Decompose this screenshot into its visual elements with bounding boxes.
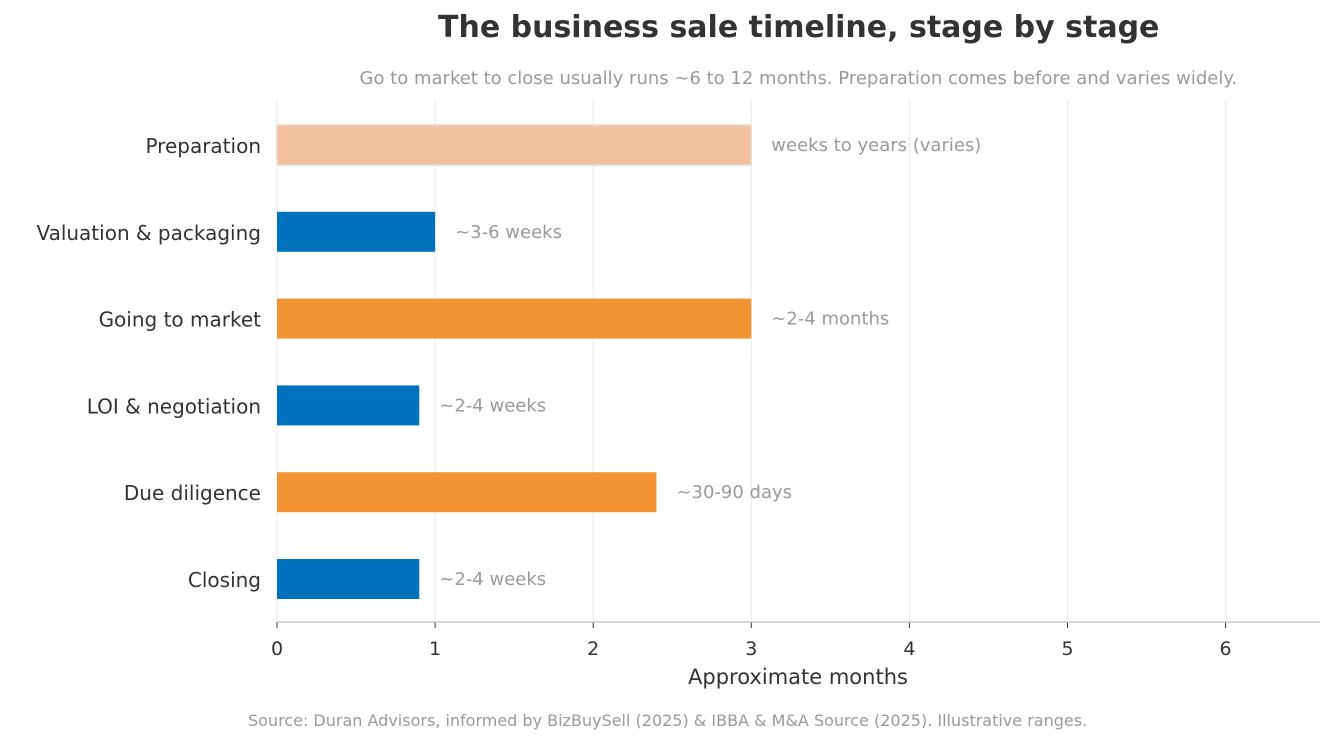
- x-tick-label: 6: [1220, 638, 1232, 660]
- bar: [276, 124, 753, 166]
- chart-title: The business sale timeline, stage by sta…: [438, 10, 1160, 45]
- bars: [276, 124, 753, 599]
- bar-value-label: ~3-6 weeks: [455, 222, 562, 243]
- bar: [277, 559, 420, 599]
- bar-value-label: ~2-4 weeks: [439, 569, 546, 590]
- x-tick-label: 1: [429, 638, 441, 660]
- bar-value-label: ~2-4 months: [771, 309, 889, 330]
- bar-value-label: weeks to years (varies): [771, 135, 981, 156]
- chart-source: Source: Duran Advisors, informed by BizB…: [248, 711, 1088, 730]
- x-tick-label: 0: [271, 638, 283, 660]
- bar: [277, 385, 420, 426]
- bar: [277, 472, 657, 513]
- bar: [277, 211, 436, 252]
- category-label: Going to market: [99, 308, 262, 332]
- category-label: Valuation & packaging: [36, 221, 261, 245]
- category-label: LOI & negotiation: [87, 394, 261, 418]
- category-label: Closing: [188, 568, 261, 592]
- x-tick-label: 5: [1061, 638, 1073, 660]
- category-label: Preparation: [145, 134, 261, 158]
- x-tick-label: 2: [587, 638, 599, 660]
- gridlines: [276, 100, 1227, 622]
- x-axis: 0 1 2 3 4 5 6: [271, 621, 1320, 660]
- bar-labels: weeks to years (varies) ~3-6 weeks ~2-4 mo…: [439, 135, 981, 590]
- bar-value-label: ~30-90 days: [676, 482, 792, 503]
- category-label: Due diligence: [124, 481, 261, 505]
- bar: [277, 298, 752, 339]
- x-tick-label: 3: [745, 638, 757, 660]
- bar-value-label: ~2-4 weeks: [439, 395, 546, 416]
- x-tick-label: 4: [903, 638, 915, 660]
- chart-subtitle: Go to market to close usually runs ~6 to…: [359, 68, 1238, 89]
- x-axis-title: Approximate months: [688, 665, 908, 689]
- category-labels: Preparation Valuation & packaging Going to…: [36, 134, 261, 592]
